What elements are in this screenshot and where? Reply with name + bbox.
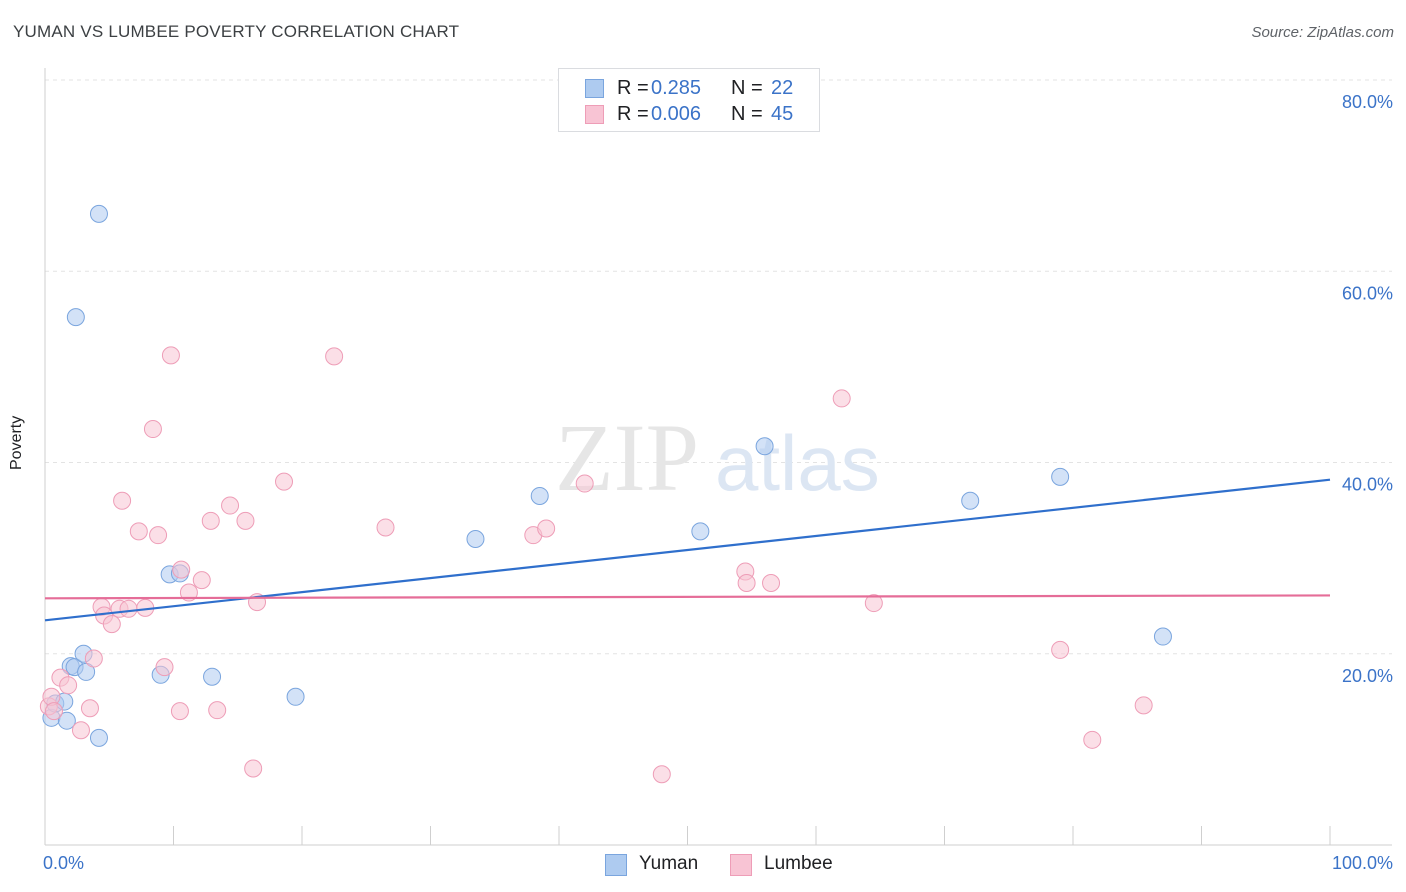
bottom-legend-label-lumbee: Lumbee (764, 853, 833, 874)
point-lumbee (275, 472, 294, 491)
point-yuman (57, 711, 76, 730)
point-lumbee (1051, 640, 1070, 659)
point-lumbee (537, 519, 556, 538)
point-lumbee (59, 676, 78, 695)
point-yuman (77, 662, 96, 681)
legend-r-value-lumbee: 0.006 (651, 103, 702, 125)
point-lumbee (832, 389, 851, 408)
label-layer: 20.0% 40.0% 60.0% 80.0% 0.0% 100.0% (43, 92, 1393, 873)
point-yuman (66, 308, 85, 327)
bottom-legend-swatch-yuman (605, 854, 627, 876)
trend-line-lumbee (44, 594, 1331, 600)
point-lumbee (236, 511, 255, 530)
point-lumbee (155, 658, 174, 677)
bottom-legend-label-yuman: Yuman (639, 853, 699, 874)
point-lumbee (170, 702, 189, 721)
point-lumbee (762, 573, 781, 592)
point-lumbee (376, 518, 395, 537)
point-lumbee (1134, 696, 1153, 715)
point-yuman (691, 522, 710, 541)
legend-n-value-yuman: 22 (771, 77, 794, 99)
x-tick-label-max: 100.0% (1332, 853, 1393, 873)
point-lumbee (221, 496, 240, 515)
point-lumbee (244, 759, 263, 778)
y-tick-label: 80.0% (1342, 92, 1393, 112)
point-yuman (1051, 467, 1070, 486)
point-yuman (961, 491, 980, 510)
legend-r-label: R = (617, 77, 649, 99)
point-lumbee (149, 526, 168, 545)
point-yuman (530, 486, 549, 505)
point-lumbee (84, 649, 103, 668)
point-yuman (89, 728, 108, 747)
point-lumbee (325, 347, 344, 366)
point-yuman (1153, 627, 1172, 646)
point-yuman (466, 530, 485, 548)
y-tick-label: 20.0% (1342, 666, 1393, 686)
bottom-legend-swatch-lumbee (730, 854, 752, 876)
point-yuman (203, 667, 222, 686)
point-lumbee (161, 346, 180, 365)
point-lumbee (192, 571, 211, 590)
point-lumbee (113, 491, 132, 510)
y-tick-label: 40.0% (1342, 475, 1393, 495)
x-tick-label-min: 0.0% (43, 853, 84, 873)
legend-n-value-lumbee: 45 (771, 103, 794, 125)
legend-r-value-yuman: 0.285 (651, 77, 702, 99)
point-lumbee (172, 560, 191, 579)
point-lumbee (737, 573, 756, 592)
point-lumbee (652, 765, 671, 784)
point-lumbee (208, 701, 227, 720)
chart-title: YUMAN VS LUMBEE POVERTY CORRELATION CHAR… (13, 22, 460, 41)
point-lumbee (201, 511, 220, 530)
grid-layer (45, 79, 1392, 655)
point-lumbee (129, 522, 148, 541)
point-yuman (89, 204, 108, 223)
point-lumbee (179, 583, 198, 602)
points-layer (39, 204, 1172, 784)
point-lumbee (575, 474, 594, 493)
point-lumbee (1083, 730, 1102, 749)
point-lumbee (864, 594, 883, 613)
legend-swatch-yuman (585, 79, 604, 98)
trend-layer (44, 478, 1331, 622)
stats-legend: R = 0.285 N = 22 R = 0.006 N = 45 (558, 68, 820, 132)
point-yuman (755, 437, 774, 456)
y-tick-label: 60.0% (1342, 283, 1393, 303)
legend-r-label: R = (617, 103, 649, 125)
point-yuman (286, 687, 305, 706)
chart-source: Source: ZipAtlas.com (1251, 24, 1394, 41)
point-lumbee (71, 721, 90, 740)
legend-n-label: N = (731, 77, 763, 99)
legend-n-label: N = (731, 103, 763, 125)
watermark-zip: ZIP (555, 404, 699, 511)
point-lumbee (102, 615, 121, 634)
point-lumbee (44, 702, 63, 721)
point-lumbee (80, 699, 99, 718)
legend-swatch-lumbee (585, 105, 604, 124)
watermark-atlas: atlas (715, 419, 880, 507)
point-lumbee (119, 599, 138, 618)
point-lumbee (143, 420, 162, 439)
